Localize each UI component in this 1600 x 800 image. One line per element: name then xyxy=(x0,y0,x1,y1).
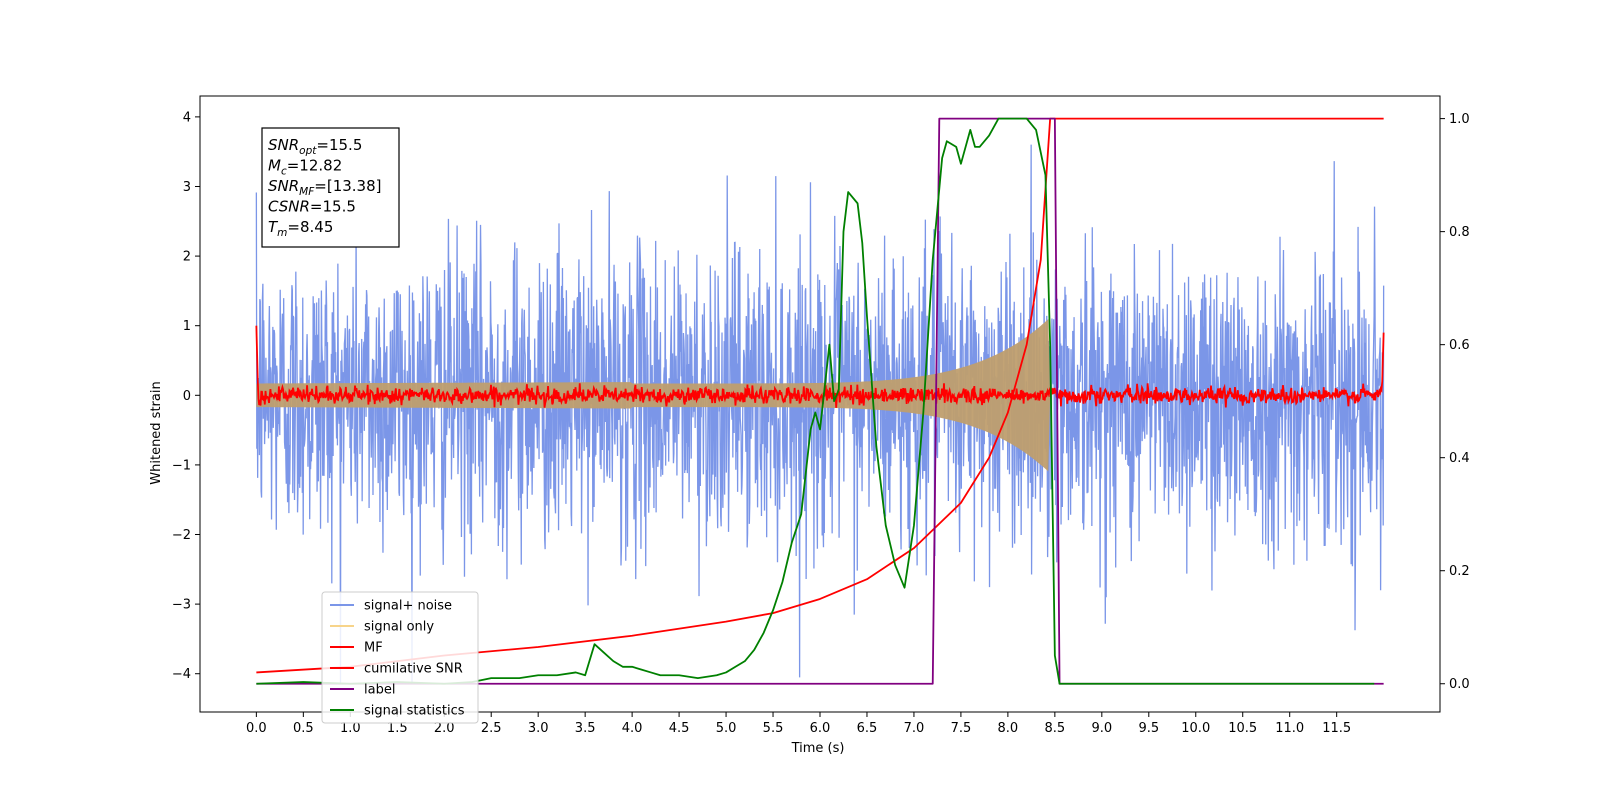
x-tick-label: 11.5 xyxy=(1322,721,1351,736)
legend: signal+ noise signal only MF cumilative SNR… xyxy=(321,591,479,724)
y-tick-label: 3 xyxy=(183,180,191,195)
y-right-tick-label: 0.0 xyxy=(1449,677,1470,692)
x-tick-label: 8.0 xyxy=(998,721,1019,736)
x-tick-label: 3.5 xyxy=(575,721,596,736)
x-tick-label: 4.0 xyxy=(622,721,643,736)
legend-label: MF xyxy=(364,641,383,656)
legend-label: cumilative SNR xyxy=(364,662,463,677)
annotation-line: Mc=12.82 xyxy=(268,157,342,178)
annotation-line: Tm=8.45 xyxy=(268,218,333,239)
annotation-frame xyxy=(261,127,400,248)
y-tick-label: −2 xyxy=(172,528,191,543)
series-mf xyxy=(255,325,1385,408)
x-tick-label: 7.0 xyxy=(904,721,925,736)
series-signal-noise xyxy=(255,144,1385,685)
annotation-line: SNRopt=15.5 xyxy=(268,136,362,157)
x-tick-label: 7.5 xyxy=(951,721,972,736)
x-tick-label: 6.0 xyxy=(810,721,831,736)
legend-label: signal+ noise xyxy=(364,599,452,614)
y-right-tick-label: 0.4 xyxy=(1449,451,1470,466)
y-right-tick-label: 0.2 xyxy=(1449,564,1470,579)
y-right-tick-label: 0.8 xyxy=(1449,225,1470,240)
axes: 0.0 0.5 1.0 1.5 2.0 2.5 3.0 3.5 4.0 4.5 5.0 5.5 6.0 6… xyxy=(172,110,1470,736)
x-tick-label: 0.0 xyxy=(246,721,267,736)
x-tick-label: 0.5 xyxy=(293,721,314,736)
legend-label: signal only xyxy=(364,620,434,635)
x-tick-label: 4.5 xyxy=(669,721,690,736)
x-tick-label: 1.0 xyxy=(340,721,361,736)
y-tick-label: 2 xyxy=(183,250,191,265)
x-tick-label: 10.5 xyxy=(1228,721,1257,736)
series-cumulative-snr xyxy=(256,117,1384,674)
legend-label: signal statistics xyxy=(364,704,465,719)
annotation-box: SNRopt=15.5Mc=12.82SNRMF=[13.38]CSNR=15.… xyxy=(261,127,400,248)
y-tick-label: 1 xyxy=(183,319,191,334)
x-axis-label: Time (s) xyxy=(791,741,845,756)
x-tick-label: 2.0 xyxy=(434,721,455,736)
annotation-line: SNRMF=[13.38] xyxy=(268,177,382,198)
y-tick-label: −4 xyxy=(172,667,191,682)
x-tick-label: 1.5 xyxy=(387,721,408,736)
x-tick-label: 11.0 xyxy=(1275,721,1304,736)
y-axis-label: Whitened strain xyxy=(149,381,164,484)
x-tick-label: 9.0 xyxy=(1091,721,1112,736)
x-tick-label: 5.5 xyxy=(763,721,784,736)
x-tick-label: 9.5 xyxy=(1138,721,1159,736)
x-tick-label: 3.0 xyxy=(528,721,549,736)
y-tick-label: −3 xyxy=(172,598,191,613)
legend-frame xyxy=(321,591,479,724)
annotation-line: CSNR=15.5 xyxy=(268,198,356,216)
x-tick-label: 8.5 xyxy=(1045,721,1066,736)
series-signal-statistics xyxy=(256,117,1375,685)
y-tick-label: 0 xyxy=(183,389,191,404)
y-tick-label: 4 xyxy=(183,110,191,125)
legend-label: label xyxy=(364,683,395,698)
plot-area xyxy=(255,117,1385,685)
y-right-tick-label: 1.0 xyxy=(1449,112,1470,127)
y-tick-label: −1 xyxy=(172,458,191,473)
x-tick-label: 2.5 xyxy=(481,721,502,736)
x-tick-label: 5.0 xyxy=(716,721,737,736)
y-right-tick-label: 0.6 xyxy=(1449,338,1470,353)
x-tick-label: 10.0 xyxy=(1181,721,1210,736)
x-tick-label: 6.5 xyxy=(857,721,878,736)
